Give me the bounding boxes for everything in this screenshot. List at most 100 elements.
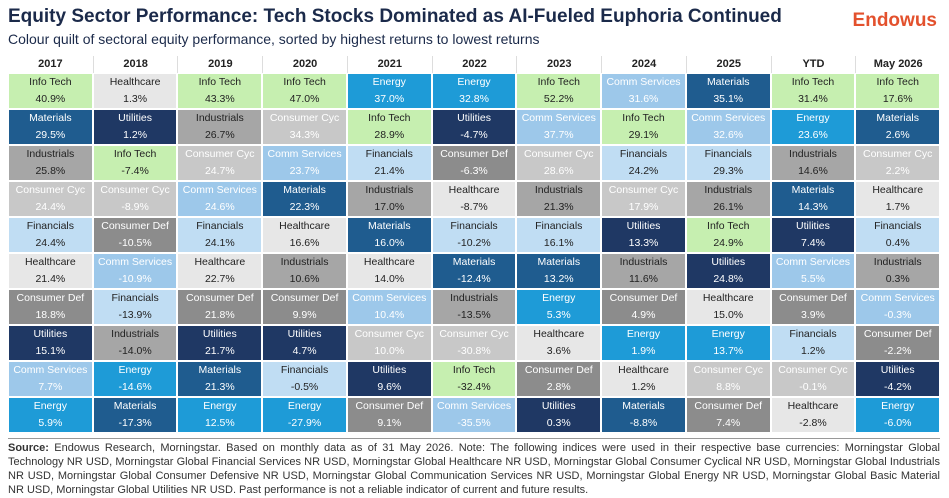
sector-name: Consumer Cyc bbox=[100, 184, 170, 196]
cell: Industrials 14.6% bbox=[770, 145, 856, 181]
return-value: -6.3% bbox=[460, 165, 488, 177]
cell: Consumer Cyc -30.8% bbox=[431, 325, 517, 361]
column: 2017 Info Tech 40.9% Materials 29.5% Industri… bbox=[8, 56, 93, 433]
column: 2019 Info Tech 43.3% Industrials 26.7% Consum… bbox=[177, 56, 263, 433]
cell: Energy 12.5% bbox=[177, 397, 263, 433]
sector-name: Comm Services bbox=[606, 76, 681, 88]
column: 2023 Info Tech 52.2% Comm Services 37.7% Cons… bbox=[516, 56, 602, 433]
sector-name: Consumer Def bbox=[779, 292, 847, 304]
column: 2022 Energy 32.8% Utilities -4.7% Consumer De… bbox=[431, 56, 517, 433]
cell: Materials 14.3% bbox=[770, 181, 856, 217]
sector-name: Consumer Def bbox=[440, 148, 508, 160]
sector-name: Energy bbox=[881, 400, 915, 412]
sector-name: Energy bbox=[203, 400, 237, 412]
cell: Energy -27.9% bbox=[262, 397, 347, 433]
cell: Utilities 0.3% bbox=[516, 397, 602, 433]
column: YTD Info Tech 31.4% Energy 23.6% Industrials 1… bbox=[770, 56, 856, 433]
return-value: 13.2% bbox=[543, 273, 574, 285]
return-value: -10.9% bbox=[118, 273, 152, 285]
sector-name: Info Tech bbox=[198, 76, 242, 88]
return-value: 21.8% bbox=[204, 309, 235, 321]
sector-name: Financials bbox=[196, 220, 244, 232]
cell: Utilities 1.2% bbox=[92, 109, 178, 145]
cell: Info Tech -32.4% bbox=[431, 361, 517, 397]
sector-name: Healthcare bbox=[194, 256, 246, 268]
return-value: 21.3% bbox=[543, 201, 574, 213]
sector-name: Industrials bbox=[619, 256, 668, 268]
footer-text: Endowus Research, Morningstar. Based on … bbox=[8, 442, 940, 496]
return-value: 24.8% bbox=[713, 273, 744, 285]
sector-name: Energy bbox=[118, 364, 152, 376]
return-value: 1.3% bbox=[123, 93, 148, 105]
cell: Comm Services 23.7% bbox=[262, 145, 347, 181]
cell: Info Tech 31.4% bbox=[770, 73, 856, 109]
sector-name: Financials bbox=[111, 292, 159, 304]
sector-name: Materials bbox=[452, 256, 496, 268]
cell: Financials 24.1% bbox=[177, 217, 263, 253]
cell: Info Tech 43.3% bbox=[177, 73, 263, 109]
return-value: 10.0% bbox=[374, 345, 405, 357]
return-value: 17.0% bbox=[374, 201, 405, 213]
return-value: 17.6% bbox=[882, 93, 913, 105]
sector-name: Utilities bbox=[880, 364, 915, 376]
return-value: 31.4% bbox=[798, 93, 828, 105]
cell: Energy 37.0% bbox=[346, 73, 432, 109]
column-header: 2017 bbox=[38, 58, 63, 70]
sector-name: Healthcare bbox=[24, 256, 76, 268]
cell: Materials 16.0% bbox=[346, 217, 432, 253]
cell: Energy 13.7% bbox=[685, 325, 771, 361]
cell: Consumer Def 9.9% bbox=[262, 289, 347, 325]
return-value: 4.9% bbox=[631, 309, 656, 321]
sector-name: Materials bbox=[368, 220, 411, 232]
return-value: 37.7% bbox=[543, 129, 574, 141]
sector-name: Utilities bbox=[118, 112, 153, 124]
cell: Energy 5.3% bbox=[516, 289, 602, 325]
return-value: 16.6% bbox=[289, 237, 320, 249]
sector-name: Comm Services bbox=[860, 292, 935, 304]
cell: Info Tech 52.2% bbox=[516, 73, 602, 109]
cell: Consumer Def 3.9% bbox=[770, 289, 856, 325]
sector-name: Consumer Cyc bbox=[524, 148, 594, 160]
sector-name: Utilities bbox=[33, 328, 68, 340]
subtitle: Colour quilt of sectoral equity performa… bbox=[8, 31, 540, 47]
sector-name: Utilities bbox=[372, 364, 407, 376]
cell: Healthcare 3.6% bbox=[516, 325, 602, 361]
sector-name: Info Tech bbox=[113, 148, 157, 160]
cell: Healthcare 1.7% bbox=[855, 181, 941, 217]
return-value: 21.4% bbox=[374, 165, 405, 177]
cell: Consumer Def -10.5% bbox=[92, 217, 178, 253]
cell: Healthcare -2.8% bbox=[770, 397, 856, 433]
cell: Comm Services 5.5% bbox=[770, 253, 856, 289]
cell: Consumer Cyc 17.9% bbox=[601, 181, 686, 217]
column: May 2026 Info Tech 17.6% Materials 2.6% Consu… bbox=[855, 56, 941, 433]
return-value: 1.2% bbox=[631, 381, 656, 393]
return-value: 52.2% bbox=[543, 93, 574, 105]
cell: Consumer Cyc 34.3% bbox=[262, 109, 347, 145]
return-value: 43.3% bbox=[204, 93, 235, 105]
return-value: 15.0% bbox=[713, 309, 744, 321]
return-value: 1.2% bbox=[801, 345, 825, 357]
return-value: -6.0% bbox=[883, 417, 912, 429]
return-value: 3.9% bbox=[801, 309, 825, 321]
sector-name: Info Tech bbox=[29, 76, 72, 88]
cell: Financials 29.3% bbox=[685, 145, 771, 181]
column: 2024 Comm Services 31.6% Info Tech 29.1% Fina… bbox=[601, 56, 686, 433]
sector-name: Energy bbox=[372, 76, 406, 88]
sector-name: Consumer Def bbox=[185, 292, 254, 304]
return-value: 7.7% bbox=[38, 381, 63, 393]
cell: Industrials 10.6% bbox=[262, 253, 347, 289]
sector-name: Materials bbox=[876, 112, 920, 124]
return-value: -13.9% bbox=[118, 309, 152, 321]
cell: Info Tech 24.9% bbox=[685, 217, 771, 253]
return-value: 12.5% bbox=[204, 417, 235, 429]
cell: Utilities 9.6% bbox=[346, 361, 432, 397]
return-value: 23.7% bbox=[289, 165, 320, 177]
cell: Energy 32.8% bbox=[431, 73, 517, 109]
cell: Energy 1.9% bbox=[601, 325, 686, 361]
return-value: -32.4% bbox=[457, 381, 491, 393]
sector-name: Comm Services bbox=[521, 112, 596, 124]
cell: Industrials 21.3% bbox=[516, 181, 602, 217]
return-value: 10.6% bbox=[289, 273, 320, 285]
sector-name: Healthcare bbox=[618, 364, 669, 376]
